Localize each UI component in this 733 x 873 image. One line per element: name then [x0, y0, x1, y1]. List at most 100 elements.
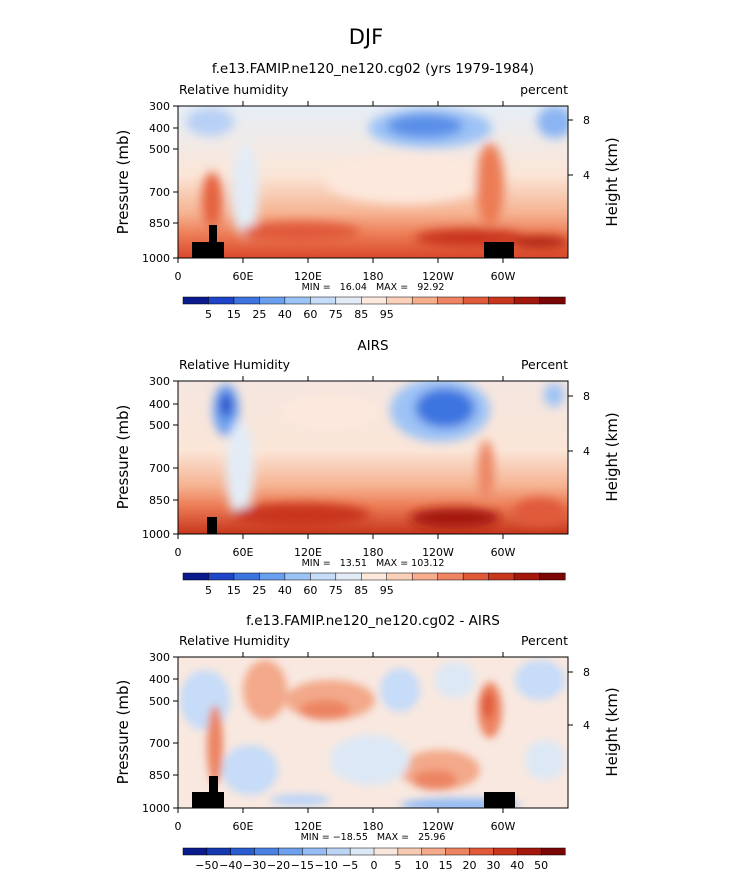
colorbar-label: 40 — [278, 308, 292, 321]
panel-2-ylabel: Pressure (mb) — [114, 405, 132, 510]
panel-3-field — [178, 657, 568, 808]
colorbar-swatch — [233, 296, 260, 305]
panel-1-ytick-500: 500 — [149, 143, 170, 156]
panel-1-ytick-700: 700 — [149, 186, 170, 199]
panel-2-ytick-700: 700 — [149, 462, 170, 475]
panel-1-xtick-0: 0 — [175, 270, 182, 283]
colorbar-label: −10 — [315, 859, 338, 872]
colorbar-label: −40 — [219, 859, 242, 872]
colorbar-label: 40 — [278, 584, 292, 597]
colorbar-swatch — [278, 847, 303, 856]
panel-1-topography — [192, 225, 514, 258]
colorbar-swatch — [445, 847, 471, 856]
panel-1-right-tick-8: 8 — [583, 114, 590, 127]
colorbar-label: 85 — [354, 308, 368, 321]
panel-2-stats: MIN = 13.51 MAX = 103.12 — [302, 558, 445, 569]
colorbar-label: 50 — [534, 859, 548, 872]
colorbar-label: −50 — [195, 859, 218, 872]
panel-2-ytick-1000: 1000 — [142, 528, 170, 541]
colorbar-swatch — [182, 572, 210, 581]
colorbar-swatch — [462, 296, 490, 305]
colorbar-swatch — [386, 296, 413, 305]
panel-3-ylabel: Pressure (mb) — [114, 680, 132, 785]
colorbar-swatch — [539, 296, 566, 305]
panel-3-ylabel-right: Height (km) — [603, 687, 621, 776]
colorbar-swatch — [488, 296, 515, 305]
panel-1-units-label: percent — [520, 82, 568, 97]
colorbar-swatch — [259, 572, 286, 581]
colorbar-label: 95 — [380, 584, 394, 597]
colorbar-label: −20 — [267, 859, 290, 872]
colorbar-label: 60 — [303, 584, 317, 597]
panel-1-variable-label: Relative humidity — [179, 82, 289, 97]
panel-3-ytick-700: 700 — [149, 737, 170, 750]
panel-1-ytick-400: 400 — [149, 122, 170, 135]
panel-2-right-tick-4: 4 — [583, 445, 590, 458]
panel-1-xtick-180: 180 — [363, 270, 384, 283]
colorbar-swatch — [540, 847, 566, 856]
colorbar-label: 5 — [205, 308, 212, 321]
panel-2-ylabel-right: Height (km) — [603, 412, 621, 501]
panel-2-xtick-60w: 60W — [491, 546, 516, 559]
panel-3-title: f.e13.FAMIP.ne120_ne120.cg02 - AIRS — [246, 613, 500, 629]
colorbar-swatch — [284, 296, 311, 305]
panel-3-xtick-180: 180 — [363, 820, 384, 833]
colorbar-swatch — [373, 847, 399, 856]
colorbar-swatch — [208, 296, 235, 305]
panel-2-ytick-850: 850 — [149, 494, 170, 507]
colorbar-swatch — [233, 572, 260, 581]
panel-3-xtick-0: 0 — [175, 820, 182, 833]
colorbar-label: 25 — [252, 584, 266, 597]
colorbar-label: 75 — [329, 308, 343, 321]
panel-2-units-label: Percent — [521, 357, 568, 372]
colorbar-swatch — [539, 572, 566, 581]
panel-2: AIRS Relative Humidity Percent — [114, 338, 621, 597]
colorbar-swatch — [326, 847, 351, 856]
panel-1-xtick-60e: 60E — [233, 270, 254, 283]
colorbar-swatch — [310, 572, 337, 581]
panel-1-x-ticks — [177, 101, 504, 263]
colorbar-swatch — [397, 847, 423, 856]
colorbar-swatch — [513, 572, 541, 581]
panel-1-y-ticks — [173, 105, 573, 259]
panel-3-units-label: Percent — [521, 633, 568, 648]
colorbar-swatch — [206, 847, 232, 856]
panel-1-xtick-120e: 120E — [294, 270, 322, 283]
panel-1-colorbar: 5 15 25 40 60 75 85 95 — [182, 296, 566, 321]
colorbar-label: 15 — [439, 859, 453, 872]
colorbar-label: −5 — [342, 859, 358, 872]
colorbar-label: 0 — [371, 859, 378, 872]
colorbar-swatch — [230, 847, 256, 856]
colorbar-label: 10 — [415, 859, 429, 872]
colorbar-swatch — [411, 572, 439, 581]
panel-1-right-tick-4: 4 — [583, 169, 590, 182]
panel-3-xtick-120w: 120W — [422, 820, 454, 833]
panel-1-title: f.e13.FAMIP.ne120_ne120.cg02 (yrs 1979-1… — [212, 61, 534, 77]
colorbar-swatch — [469, 847, 494, 856]
colorbar-swatch — [302, 847, 327, 856]
panel-3-ytick-1000: 1000 — [142, 802, 170, 815]
panel-3-topography — [192, 776, 515, 808]
panel-2-xtick-60e: 60E — [233, 546, 254, 559]
panel-3-ytick-300: 300 — [149, 651, 170, 664]
panel-2-topography — [207, 517, 217, 534]
panel-1-xtick-60w: 60W — [491, 270, 516, 283]
colorbar-label: 75 — [329, 584, 343, 597]
colorbar-swatch — [488, 572, 515, 581]
panel-3-ytick-400: 400 — [149, 673, 170, 686]
colorbar-swatch — [349, 847, 375, 856]
colorbar-swatch — [437, 572, 464, 581]
panel-3-stats: MIN = −18.55 MAX = 25.96 — [301, 832, 446, 843]
panel-3-colorbar: −50 −40 −30 −20 −15 −10 −5 0 5 10 15 20 30 40 50 — [182, 847, 566, 872]
panel-1-field — [178, 106, 568, 258]
colorbar-swatch — [259, 296, 286, 305]
colorbar-swatch — [361, 572, 388, 581]
colorbar-label: 30 — [486, 859, 500, 872]
panel-3: f.e13.FAMIP.ne120_ne120.cg02 - AIRS Rela… — [114, 613, 621, 872]
panel-2-ytick-300: 300 — [149, 375, 170, 388]
panel-3-variable-label: Relative Humidity — [179, 633, 291, 648]
colorbar-label: 40 — [510, 859, 524, 872]
colorbar-swatch — [411, 296, 439, 305]
colorbar-swatch — [284, 572, 311, 581]
